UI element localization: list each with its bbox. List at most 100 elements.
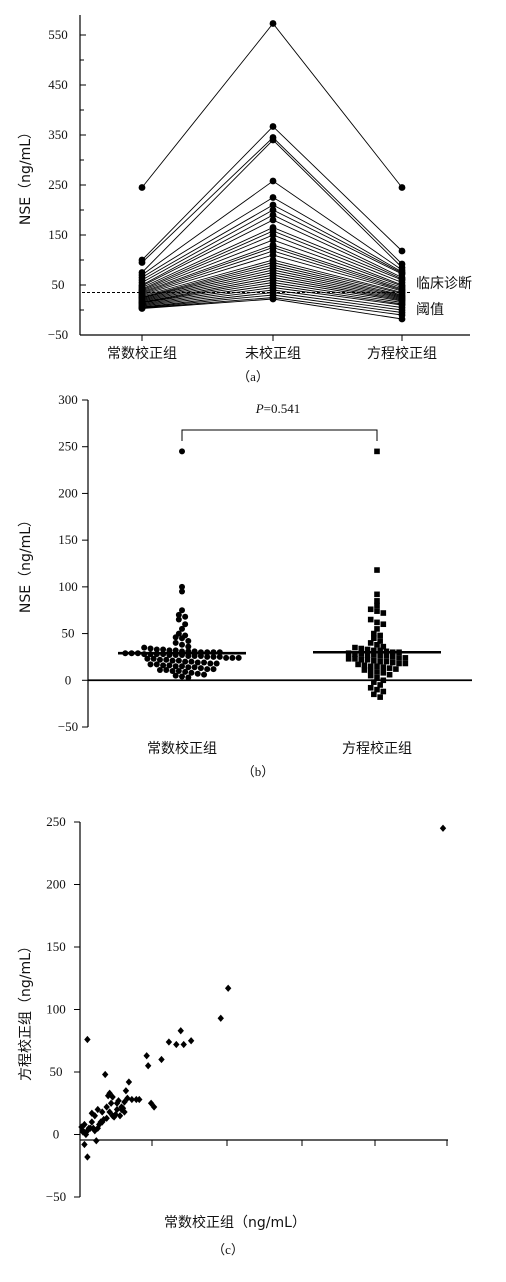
panel-c-point: [85, 1124, 93, 1132]
panel-c-point: [224, 984, 232, 992]
panel-c-point: [101, 1070, 109, 1079]
panel-c-point: [158, 1055, 165, 1064]
panel-b-point: [179, 625, 185, 632]
panel-b-point: [377, 694, 383, 700]
panel-b-x-tick-label: 方程校正组: [342, 740, 412, 757]
panel-b-y-tick-label: 150: [58, 532, 78, 547]
panel-b-point: [179, 641, 185, 648]
panel-c-y-tick-label: 0: [53, 1127, 60, 1142]
panel-b-point: [185, 643, 192, 650]
panel-c-point: [100, 1115, 107, 1124]
panel-b-point: [374, 591, 380, 598]
panel-b-point: [191, 664, 198, 671]
panel-c-point: [84, 1127, 91, 1135]
panel-a-y-tick-label: 250: [48, 177, 68, 192]
panel-b-point: [377, 632, 383, 639]
panel-c-y-tick-label: −50: [46, 1189, 66, 1204]
panel-b-p-value: P=0.541: [255, 401, 301, 416]
panel-b-point: [374, 626, 380, 632]
panel-b-point: [179, 448, 185, 455]
panel-b-y-ticks: −50 0 50 100 150 200 250 300: [58, 392, 88, 734]
panel-b-point: [188, 658, 195, 665]
panel-b-point: [160, 646, 167, 653]
panel-b-point: [377, 653, 383, 659]
panel-b-point: [364, 656, 371, 663]
panel-c-y-tick-label: 200: [46, 877, 66, 892]
panel-b-x-categories: 常数校正组 方程校正组: [147, 740, 412, 757]
panel-a-y-tick-label: 350: [48, 127, 68, 142]
panel-b-point: [374, 608, 380, 614]
panel-b-point: [150, 655, 157, 662]
panel-a-y-tick-label: 50: [52, 277, 65, 292]
panel-c-point: [116, 1112, 124, 1120]
panel-b-point: [374, 567, 380, 573]
panel-b-point: [367, 640, 374, 646]
panel-b-median-lines: [118, 650, 441, 655]
panel-b-point: [393, 666, 399, 672]
panel-b-point: [374, 641, 380, 648]
panel-b-point: [380, 643, 387, 650]
panel-b-point: [371, 635, 377, 642]
panel-b-point: [374, 598, 380, 604]
panel-a-threshold-label-1: 临床诊断: [416, 276, 472, 292]
panel-c-point: [121, 1108, 128, 1116]
panel-a-point: [269, 236, 277, 244]
panel-b-point: [389, 654, 396, 660]
panel-b-point: [166, 647, 173, 654]
panel-b-point: [172, 663, 179, 670]
panel-c-point: [82, 1130, 90, 1139]
panel-b-point: [153, 646, 160, 653]
panel-a: −50 50 150 250 350 450 550 常数校正组 未校正组 方程校正组 NSE（…: [18, 15, 472, 384]
panel-b-point: [374, 448, 380, 455]
panel-b-point: [213, 660, 220, 667]
panel-b-point: [371, 647, 377, 654]
panel-a-y-label: NSE（ng/mL）: [18, 125, 34, 225]
panel-b-point: [352, 655, 358, 662]
panel-a-point: [269, 295, 277, 303]
panel-c-point: [217, 1014, 224, 1022]
panel-b-point: [144, 655, 151, 662]
panel-a-y-tick-label: 450: [48, 77, 68, 92]
panel-b-point: [175, 611, 182, 618]
panel-b-point: [380, 621, 387, 628]
panel-b-point: [172, 647, 179, 654]
panel-b-point: [141, 644, 148, 651]
panel-a-point: [269, 123, 277, 130]
panel-b-y-tick-label: 50: [62, 626, 75, 641]
panel-a-point: [269, 20, 277, 27]
panel-b-bracket-line: [181, 429, 378, 441]
panel-a-x-tick-label: 方程校正组: [367, 345, 437, 362]
panel-b-y-tick-label: 250: [58, 439, 78, 454]
panel-c-point: [180, 1040, 187, 1049]
panel-a-point: [398, 247, 406, 255]
panel-b-point: [367, 684, 374, 691]
panel-b-point: [374, 686, 380, 693]
panel-b-point: [352, 651, 358, 657]
panel-a-x-tick-label: 常数校正组: [107, 345, 177, 362]
panel-a-point: [269, 231, 277, 239]
panel-b-point: [377, 682, 383, 688]
panel-b-point: [383, 658, 390, 665]
panel-b-significance-bracket: [181, 429, 378, 441]
panel-b-point: [175, 667, 182, 674]
panel-c-point: [187, 1037, 195, 1045]
panel-b-point: [380, 688, 387, 695]
panel-c-points: [78, 824, 447, 1161]
panel-c-point: [118, 1103, 125, 1111]
panel-b-point: [197, 665, 204, 672]
panel-b-point: [367, 668, 374, 674]
panel-a-point: [269, 136, 277, 144]
panel-c-y-tick-label: 150: [46, 939, 66, 954]
panel-b-point: [402, 655, 409, 661]
panel-c-point: [81, 1120, 88, 1129]
panel-b-point: [371, 630, 377, 637]
panel-b-point: [194, 670, 201, 677]
panel-b-point: [182, 613, 189, 620]
panel-c-y-tick-label: 250: [46, 814, 66, 829]
panel-c-y-tick-label: 100: [46, 1002, 66, 1017]
panel-c-point: [144, 1062, 152, 1070]
panel-b-point: [185, 652, 192, 659]
panel-b-point: [179, 588, 185, 595]
panel-b-points: [122, 448, 409, 700]
panel-b-point: [377, 638, 383, 644]
